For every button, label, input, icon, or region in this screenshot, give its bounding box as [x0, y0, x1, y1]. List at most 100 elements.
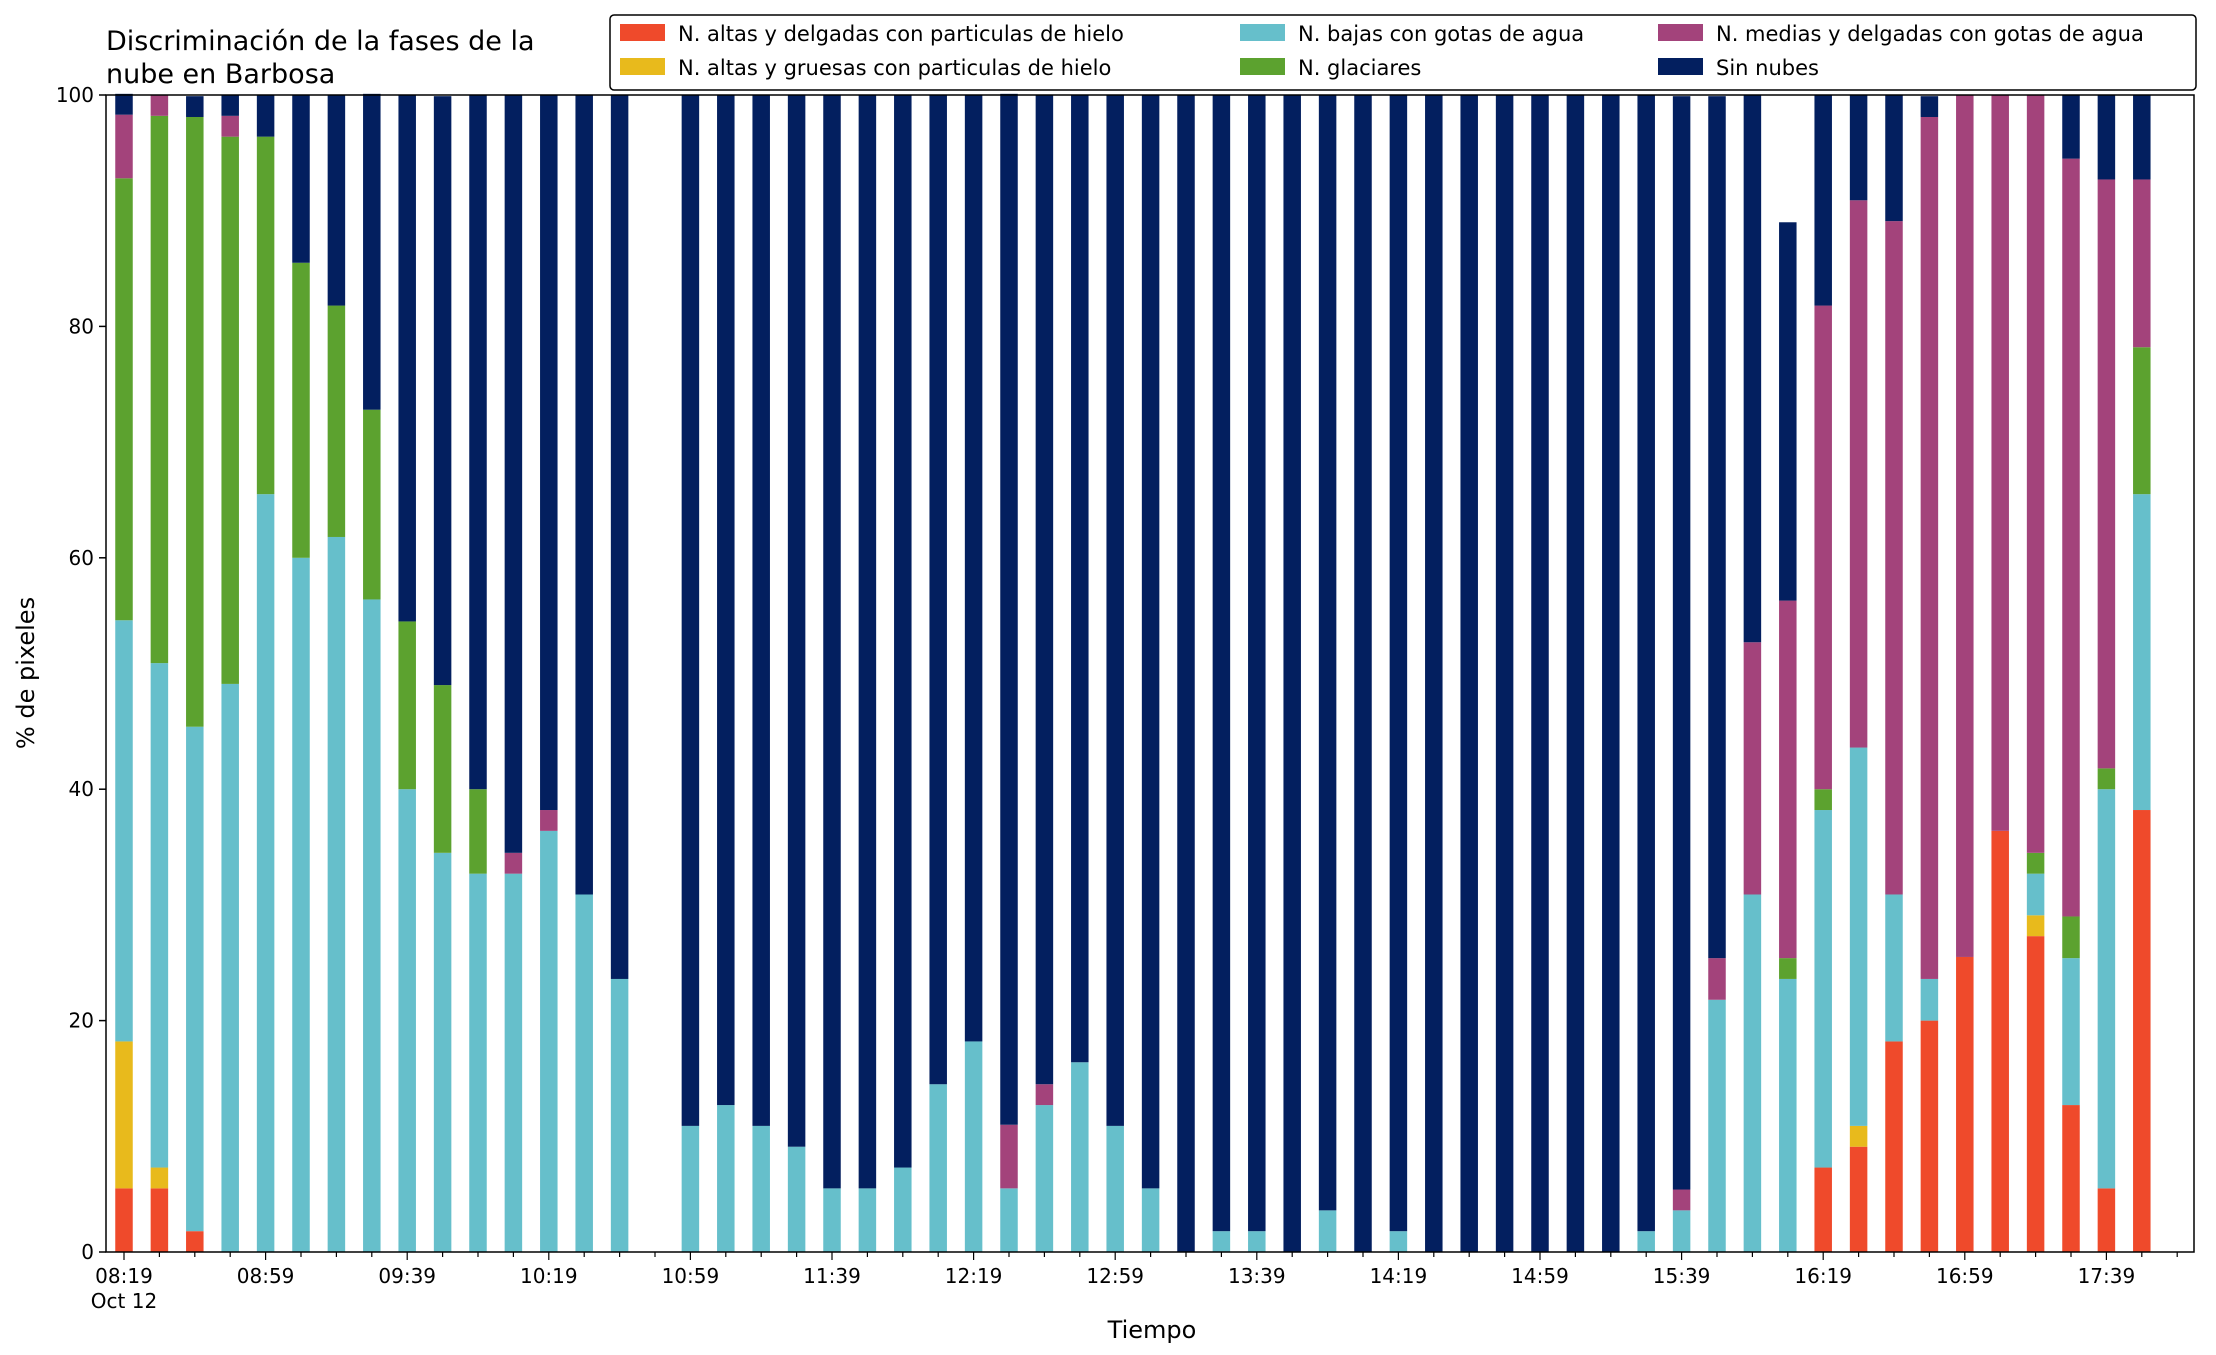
bar-segment-2-16:29 [1849, 747, 1868, 1126]
y-axis-label: % de pixeles [12, 597, 40, 749]
bar-segment-0-08:39 [186, 1231, 204, 1252]
legend-swatch [1658, 24, 1703, 41]
bar-segment-0-17:49 [2133, 810, 2151, 1252]
bar-segment-5-10:19 [540, 95, 558, 811]
bar-segment-4-16:59 [1956, 95, 1974, 957]
legend-label: Sin nubes [1716, 56, 1819, 80]
bar-segment-5-10:29 [575, 95, 593, 895]
bar-segment-2-11:59 [894, 1167, 912, 1252]
bar-segment-3-09:49 [433, 685, 452, 853]
bar-segment-5-08:59 [256, 95, 275, 137]
bar-segment-4-17:09 [1991, 95, 2009, 831]
x-tick-label: 08:59 [237, 1264, 295, 1288]
legend-swatch [1240, 58, 1285, 75]
legend-label: N. glaciares [1298, 56, 1421, 80]
bar-segment-2-09:29 [363, 599, 381, 1252]
bar-segment-1-08:29 [150, 1167, 169, 1189]
bar-segment-2-15:49 [1708, 999, 1726, 1252]
bar-segment-0-08:19 [115, 1188, 133, 1252]
bar-segment-2-10:59 [681, 1125, 700, 1252]
bar-segment-5-16:09 [1779, 222, 1797, 601]
bar-segment-5-11:39 [823, 95, 841, 1189]
bar-segment-2-10:39 [610, 978, 629, 1252]
bar-segment-2-16:19 [1814, 810, 1832, 1168]
bar-segment-2-12:19 [964, 1041, 983, 1252]
bar-segment-2-17:29 [2062, 958, 2080, 1106]
x-axis-label: Tiempo [1107, 1316, 1197, 1344]
bar-segment-3-09:09 [292, 262, 310, 558]
y-tick-label: 0 [81, 1240, 94, 1264]
bar-segment-4-16:19 [1814, 305, 1832, 790]
bar-segment-2-11:09 [717, 1105, 735, 1252]
bar-segment-5-12:39 [1035, 95, 1054, 1085]
bar-segment-4-10:09 [504, 852, 523, 874]
x-tick-sublabel: Oct 12 [91, 1289, 157, 1313]
x-tick-label: 10:59 [662, 1264, 720, 1288]
bar-segment-5-12:29 [1000, 93, 1018, 1125]
x-tick-label: 13:39 [1228, 1264, 1286, 1288]
legend-swatch [620, 24, 665, 41]
bar-segment-2-13:39 [1248, 1231, 1266, 1252]
x-tick-label: 08:19 [95, 1264, 153, 1288]
bar-segment-2-17:49 [2133, 494, 2151, 811]
bar-segment-2-10:09 [504, 873, 523, 1252]
bar-segment-2-16:49 [1920, 978, 1939, 1021]
bar-segment-2-11:29 [787, 1146, 806, 1252]
bar-segment-2-12:39 [1035, 1105, 1054, 1252]
bar-segment-5-14:29 [1425, 95, 1443, 1252]
bar-segment-2-13:59 [1318, 1210, 1337, 1252]
bar-segment-5-13:49 [1283, 95, 1301, 1252]
bar-segment-2-09:59 [469, 873, 487, 1252]
bar-segment-5-09:19 [327, 95, 346, 306]
x-tick-label: 16:59 [1936, 1264, 1994, 1288]
bar-segment-3-08:29 [150, 115, 169, 664]
x-tick-label: 11:39 [803, 1264, 861, 1288]
x-tick-label: 16:19 [1794, 1264, 1852, 1288]
bar-segment-5-11:29 [787, 95, 806, 1147]
legend-swatch [1658, 58, 1703, 75]
bar-segment-3-08:59 [256, 136, 275, 495]
bar-segment-4-12:39 [1035, 1084, 1054, 1106]
bar-segment-5-11:49 [858, 95, 877, 1189]
bar-segment-3-17:29 [2062, 916, 2080, 959]
bar-segment-5-12:09 [929, 95, 947, 1085]
bar-segment-5-13:09 [1141, 95, 1160, 1189]
bar-segment-4-17:29 [2062, 158, 2080, 917]
bar-segment-5-09:49 [433, 96, 452, 686]
bar-segment-2-09:19 [327, 536, 346, 1252]
bar-segment-3-09:39 [398, 621, 416, 790]
bar-segment-4-16:09 [1779, 600, 1797, 959]
bar-segment-5-16:49 [1920, 96, 1939, 117]
legend: N. altas y delgadas con particulas de hi… [609, 14, 2197, 91]
bar-segment-5-15:39 [1672, 96, 1691, 1190]
bar-segment-2-08:49 [221, 683, 239, 1252]
x-tick-label: 10:19 [520, 1264, 578, 1288]
bar-segment-2-12:09 [929, 1084, 947, 1252]
bar-segment-4-08:19 [115, 114, 133, 179]
bar-segment-0-17:09 [1991, 830, 2009, 1252]
bar-segment-2-16:39 [1885, 894, 1903, 1042]
bar-segment-2-12:59 [1106, 1125, 1124, 1252]
bar-segment-4-17:19 [2026, 95, 2045, 853]
chart-title-line-2: nube en Barbosa [106, 59, 335, 90]
bar-segment-5-17:49 [2133, 95, 2151, 180]
legend-label: N. altas y gruesas con particulas de hie… [678, 56, 1111, 80]
bar-segment-5-14:59 [1531, 95, 1549, 1252]
bar-segment-2-15:59 [1743, 894, 1762, 1252]
bar-segment-3-17:39 [2097, 768, 2116, 790]
x-tick-label: 14:59 [1511, 1264, 1569, 1288]
bar-segment-5-16:39 [1885, 95, 1903, 222]
bar-segment-5-08:49 [221, 95, 239, 116]
bar-segment-2-09:39 [398, 789, 416, 1252]
bar-segment-2-11:39 [823, 1188, 841, 1252]
chart-title-line-1: Discriminación de la fases de la [106, 26, 535, 57]
bar-segment-4-08:29 [150, 95, 169, 116]
y-tick-label: 80 [69, 314, 94, 338]
bar-segment-5-13:39 [1248, 95, 1266, 1232]
bar-segment-5-11:09 [717, 95, 735, 1106]
bar-segment-4-15:39 [1672, 1189, 1691, 1211]
bar-segment-3-08:39 [186, 116, 204, 727]
bar-segment-4-17:49 [2133, 179, 2151, 348]
bar-segment-5-16:29 [1849, 95, 1868, 201]
